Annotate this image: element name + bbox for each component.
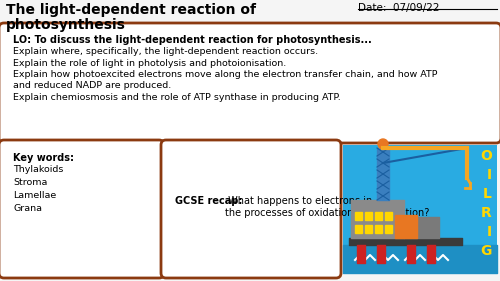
FancyBboxPatch shape (343, 145, 497, 273)
Text: I: I (487, 225, 492, 239)
Bar (375, 225, 382, 233)
Bar (365, 212, 372, 220)
Text: photosynthesis: photosynthesis (6, 18, 126, 32)
Bar (365, 225, 372, 233)
FancyBboxPatch shape (0, 140, 164, 278)
Bar (355, 212, 362, 220)
Circle shape (378, 139, 388, 149)
Bar (355, 225, 362, 233)
Text: I: I (487, 168, 492, 182)
Text: G: G (480, 244, 492, 258)
Text: Explain how photoexcited electrons move along the electron transfer chain, and h: Explain how photoexcited electrons move … (13, 70, 438, 90)
Text: Explain where, specifically, the light-dependent reaction occurs.: Explain where, specifically, the light-d… (13, 47, 318, 56)
Text: R: R (481, 206, 492, 220)
Text: Grana: Grana (13, 204, 42, 213)
Text: Explain chemiosmosis and the role of ATP synthase in producing ATP.: Explain chemiosmosis and the role of ATP… (13, 93, 341, 102)
Text: O: O (480, 149, 492, 163)
Text: Thylakoids: Thylakoids (13, 165, 64, 174)
Text: L: L (483, 187, 492, 201)
FancyBboxPatch shape (0, 23, 500, 143)
Bar (385, 225, 392, 233)
Text: LO: To discuss the light-dependent reaction for photosynthesis...: LO: To discuss the light-dependent react… (13, 35, 372, 45)
Text: GCSE recap:: GCSE recap: (175, 196, 242, 206)
Text: Explain the role of light in photolysis and photoionisation.: Explain the role of light in photolysis … (13, 58, 286, 67)
Bar (375, 212, 382, 220)
FancyBboxPatch shape (161, 140, 341, 278)
Text: Date:  07/09/22: Date: 07/09/22 (358, 3, 440, 13)
Text: What happens to electrons in
the processes of oxidation and reduction?: What happens to electrons in the process… (225, 196, 430, 218)
Bar (385, 212, 392, 220)
Text: Key words:: Key words: (13, 153, 74, 163)
Text: Lamellae: Lamellae (13, 191, 56, 200)
Text: Stroma: Stroma (13, 178, 48, 187)
Text: The light-dependent reaction of: The light-dependent reaction of (6, 3, 256, 17)
